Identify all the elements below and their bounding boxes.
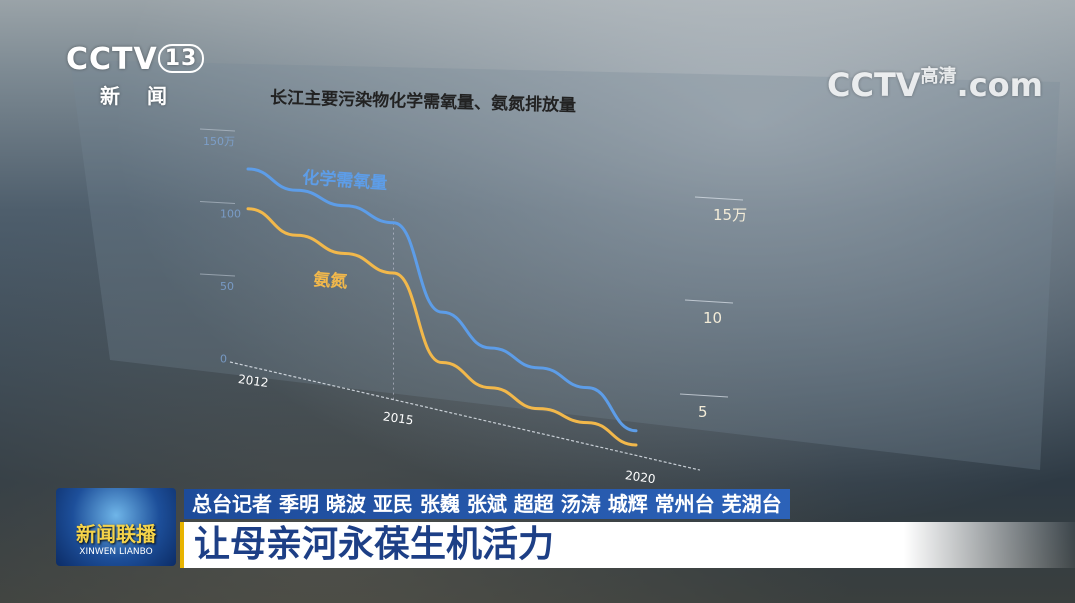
left-axis-label: 50 bbox=[220, 280, 234, 293]
x-tick-label: 2012 bbox=[237, 372, 269, 390]
right-axis-label: 10 bbox=[703, 309, 722, 327]
right-axis-label: 15万 bbox=[713, 206, 747, 224]
x-tick-label: 2015 bbox=[382, 409, 414, 427]
right-axis-tick bbox=[694, 196, 744, 201]
headline: 让母亲河永葆生机活力 bbox=[180, 522, 1075, 568]
reporter-credits: 总台记者 季明 晓波 亚民 张巍 张斌 超超 汤涛 城辉 常州台 芜湖台 bbox=[184, 489, 790, 519]
left-axis-label: 100 bbox=[220, 208, 241, 221]
right-axis-label: 5 bbox=[698, 403, 708, 421]
series-label: 氨氮 bbox=[313, 269, 348, 292]
x-axis-line bbox=[229, 361, 701, 471]
x-tick-label: 2020 bbox=[624, 468, 656, 486]
xinwen-lianbo-logo: 新闻联播 XINWEN LIANBO bbox=[56, 488, 176, 566]
cctv-hd-logo: CCTV高清.com bbox=[826, 66, 1043, 104]
right-axis-tick bbox=[679, 393, 729, 398]
left-axis-tick bbox=[199, 128, 236, 132]
left-axis-tick bbox=[199, 273, 236, 277]
right-axis-tick bbox=[684, 299, 734, 304]
left-axis-label: 0 bbox=[220, 353, 227, 366]
channel-name: 新 闻 bbox=[100, 84, 177, 108]
series-line-cod bbox=[246, 167, 638, 433]
left-axis-tick bbox=[199, 201, 236, 205]
chart-glass-panel bbox=[70, 60, 1060, 470]
left-axis-label: 150万 bbox=[203, 135, 235, 148]
series-line-ammonia bbox=[246, 207, 638, 447]
cctv13-logo: CCTV 13 bbox=[66, 42, 205, 77]
